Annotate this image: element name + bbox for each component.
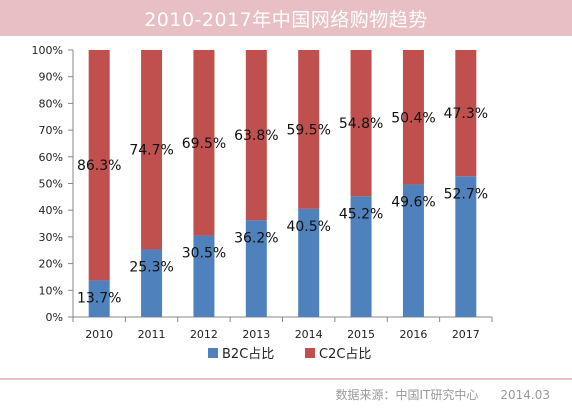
data-label-c2c: 63.8% xyxy=(234,128,278,144)
x-tick-label: 2011 xyxy=(138,328,166,341)
bar-c2c xyxy=(455,50,477,177)
x-tick-label: 2013 xyxy=(242,328,270,341)
bar-b2c xyxy=(298,208,320,317)
y-tick-label: 30% xyxy=(39,231,63,244)
legend-label-b2c: B2C占比 xyxy=(222,347,274,362)
x-tick-label: 2017 xyxy=(452,328,480,341)
bar-b2c xyxy=(245,220,267,317)
bar-c2c xyxy=(141,50,163,250)
bar-b2c xyxy=(141,249,163,317)
bar-c2c xyxy=(298,50,320,209)
footer: 数据来源：中国IT研究中心 2014.03 xyxy=(336,386,551,403)
data-label-c2c: 54.8% xyxy=(339,116,383,132)
data-label-c2c: 69.5% xyxy=(182,136,226,152)
stacked-bar-chart: 0% 10% 20% 30% 40% 50% 60% 70% 80% 90% 100% 2010 201… xyxy=(32,44,493,362)
bar-c2c xyxy=(88,50,110,281)
bar-c2c xyxy=(193,50,215,236)
x-tick-label: 2010 xyxy=(85,328,113,341)
data-label-b2c: 40.5% xyxy=(286,219,330,235)
y-tick-label: 70% xyxy=(39,124,63,137)
bar-b2c xyxy=(193,235,215,317)
x-tick-label: 2014 xyxy=(295,328,323,341)
legend-swatch-c2c xyxy=(305,348,315,358)
bar-b2c xyxy=(88,280,110,317)
y-tick-label: 40% xyxy=(39,204,63,217)
data-label-c2c: 59.5% xyxy=(286,122,330,138)
data-label-b2c: 30.5% xyxy=(182,246,226,262)
chart-title: 2010-2017年中国网络购物趋势 xyxy=(144,8,428,31)
x-tick-label: 2016 xyxy=(399,328,427,341)
bar-b2c xyxy=(350,196,372,317)
y-tick-label: 60% xyxy=(39,151,63,164)
title-bar: 2010-2017年中国网络购物趋势 xyxy=(0,0,572,36)
footer-divider xyxy=(0,378,572,380)
data-label-b2c: 45.2% xyxy=(339,206,383,222)
bar-b2c xyxy=(402,184,424,317)
report-date: 2014.03 xyxy=(500,388,550,402)
data-label-b2c: 13.7% xyxy=(77,290,121,306)
bar-c2c xyxy=(402,50,424,185)
bar-c2c xyxy=(245,50,267,221)
x-tick-label: 2015 xyxy=(347,328,375,341)
data-label-c2c: 74.7% xyxy=(129,143,173,159)
data-label-c2c: 50.4% xyxy=(391,110,435,126)
data-label-c2c: 86.3% xyxy=(77,158,121,174)
y-tick-label: 80% xyxy=(39,97,63,110)
x-tick-label: 2012 xyxy=(190,328,218,341)
bar-b2c xyxy=(455,176,477,317)
y-tick-label: 10% xyxy=(39,284,63,297)
data-label-b2c: 36.2% xyxy=(234,230,278,246)
legend-swatch-b2c xyxy=(208,348,218,358)
y-tick-label: 100% xyxy=(32,44,63,57)
data-source: 数据来源：中国IT研究中心 xyxy=(335,388,479,402)
y-tick-label: 20% xyxy=(39,258,63,271)
legend-label-c2c: C2C占比 xyxy=(319,347,371,362)
data-label-b2c: 49.6% xyxy=(391,195,435,211)
y-tick-label: 0% xyxy=(46,311,63,324)
data-label-b2c: 52.7% xyxy=(444,186,488,202)
y-tick-label: 90% xyxy=(39,71,63,84)
data-label-c2c: 47.3% xyxy=(444,106,488,122)
y-tick-label: 50% xyxy=(39,178,63,191)
bar-c2c xyxy=(350,50,372,197)
data-label-b2c: 25.3% xyxy=(129,259,173,275)
